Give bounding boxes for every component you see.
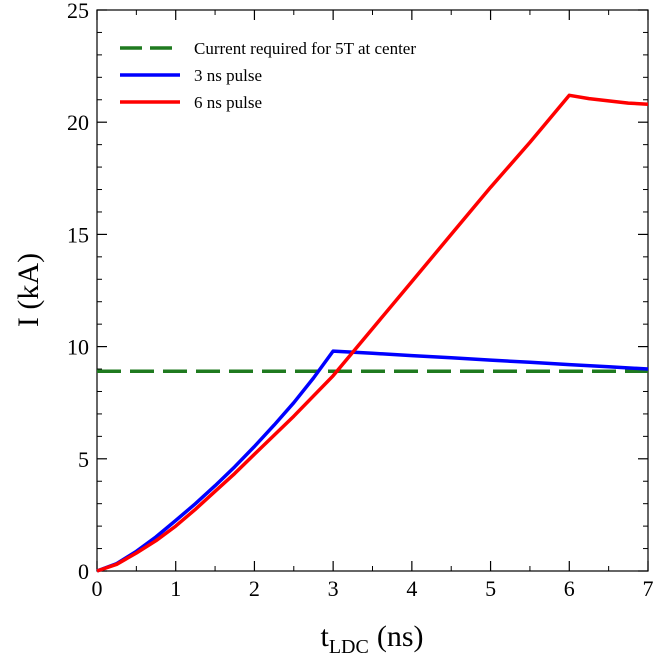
x-axis-title-subscript: LDC [329,636,369,657]
y-tick-label: 5 [78,447,89,472]
series-layer [96,93,649,573]
x-tick-label: 5 [485,576,496,601]
x-tick-label: 4 [406,576,417,601]
y-tick-label: 20 [67,110,89,135]
legend-label-required-current: Current required for 5T at center [194,39,416,58]
x-tick-label: 6 [564,576,575,601]
x-axis-title: tLDC (ns) [321,620,424,657]
x-tick-labels: 0 1 2 3 4 5 6 7 [92,576,653,601]
axis-ticks [96,9,649,572]
y-tick-label: 10 [67,335,89,360]
plot-area [96,9,649,572]
y-tick-label: 15 [67,222,89,247]
y-tick-label: 0 [78,559,89,584]
y-axis-title: I (kA) [12,253,45,327]
legend: Current required for 5T at center 3 ns p… [120,39,416,112]
y-tick-labels: 0 5 10 15 20 25 [67,0,89,584]
y-tick-label: 25 [67,0,89,23]
legend-label-6ns: 6 ns pulse [194,93,262,112]
x-tick-label: 7 [643,576,653,601]
series-6ns-pulse-line [96,93,649,573]
x-tick-label: 2 [249,576,260,601]
x-tick-label: 1 [170,576,181,601]
legend-label-3ns: 3 ns pulse [194,66,262,85]
x-tick-label: 0 [92,576,103,601]
x-tick-label: 3 [328,576,339,601]
series-3ns-pulse-line [96,349,649,573]
